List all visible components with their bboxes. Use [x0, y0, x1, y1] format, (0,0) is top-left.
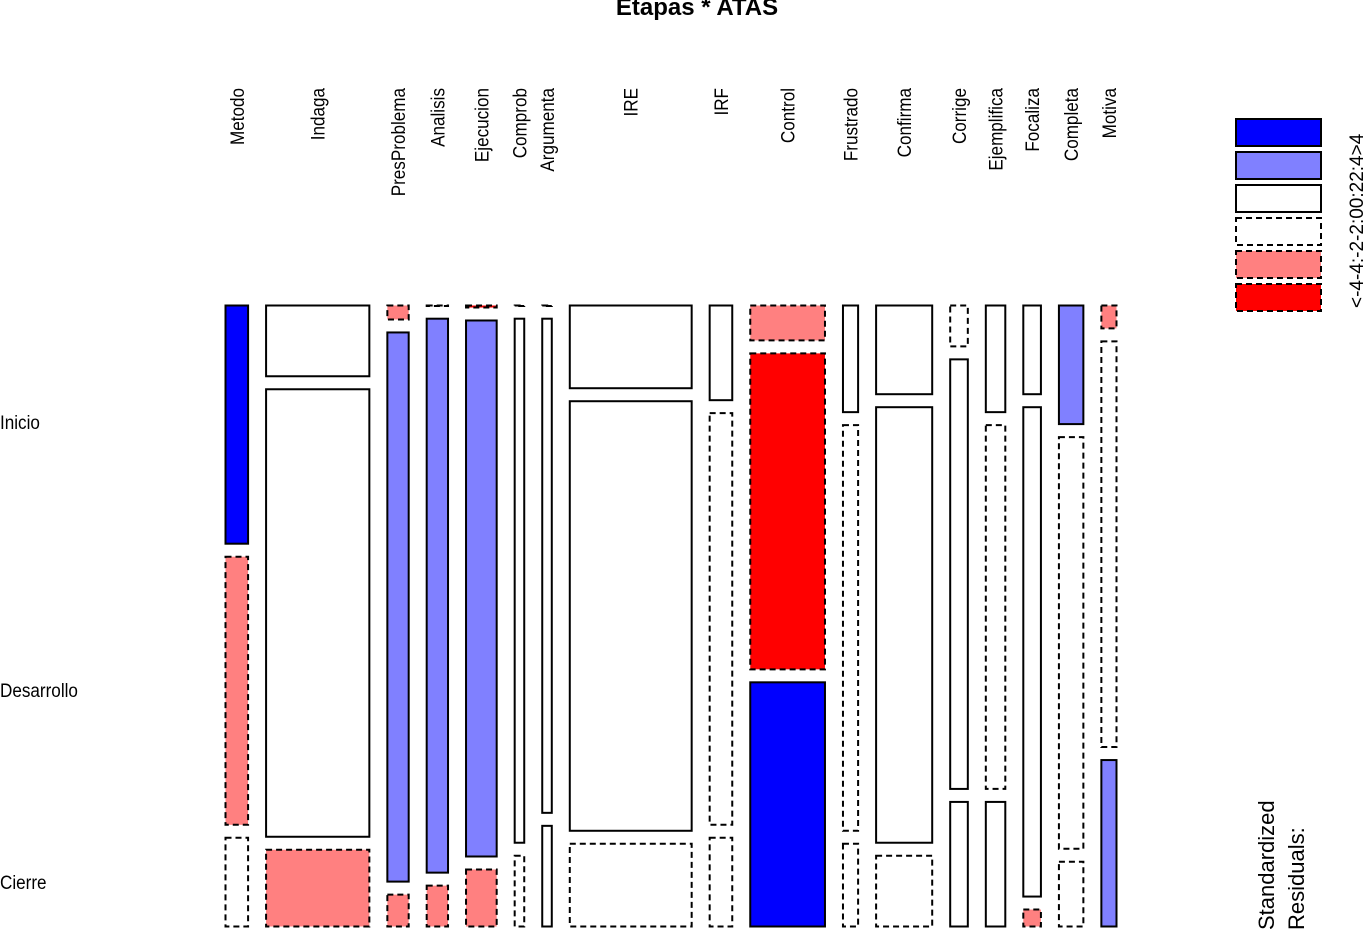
cell-indaga-inicio [265, 304, 371, 378]
cell-frustrado-inicio [841, 304, 860, 414]
column-label-confirma: Confirma [894, 87, 915, 157]
row-label-desarrollo: Desarrollo [0, 681, 78, 702]
legend-swatch-2 [1235, 184, 1322, 213]
cell-metodo-cierre [224, 836, 250, 928]
cell-corrige-inicio [949, 304, 969, 348]
column-label-metodo: Metodo [227, 88, 248, 145]
cell-control-cierre [749, 681, 826, 928]
cell-analisis-desarrollo [425, 317, 450, 874]
column-label-corrige: Corrige [949, 88, 970, 144]
legend-labels: <-4-4:-2-2:00:22:4>4 [1347, 133, 1368, 308]
cell-motiva-cierre [1100, 759, 1118, 928]
cell-presproblema-cierre [386, 893, 410, 928]
column-label-ejecucion: Ejecucion [472, 88, 493, 162]
cell-completa-desarrollo [1057, 436, 1085, 850]
legend-title-line-1: Standardized [1254, 800, 1279, 930]
column-label-presproblema: PresProblema [388, 87, 409, 196]
cell-indaga-cierre [265, 848, 371, 928]
row-label-cierre: Cierre [0, 873, 47, 894]
cell-corrige-cierre [949, 800, 969, 928]
column-label-indaga: Indaga [308, 87, 329, 140]
cell-argumenta-desarrollo [541, 317, 553, 814]
cell-irf-desarrollo [708, 412, 734, 826]
cell-completa-inicio [1057, 304, 1085, 426]
cell-frustrado-cierre [841, 842, 860, 928]
legend-swatch-1 [1235, 151, 1322, 180]
cell-comprob-cierre [513, 854, 526, 928]
cell-analisis-cierre [425, 884, 450, 928]
cell-confirma-desarrollo [875, 406, 934, 844]
legend-title-line-2: Residuals: [1284, 827, 1309, 930]
cell-ejemplifica-desarrollo [984, 424, 1007, 790]
column-label-analisis: Analisis [428, 88, 449, 147]
row-label-inicio: Inicio [0, 413, 40, 434]
cell-presproblema-desarrollo [386, 331, 410, 883]
cell-control-inicio [749, 304, 826, 342]
legend-title: Standardized Residuals: [1252, 800, 1312, 930]
cell-ejemplifica-inicio [984, 304, 1007, 414]
column-label-control: Control [778, 88, 799, 143]
cell-confirma-cierre [875, 854, 934, 928]
cell-focaliza-inicio [1022, 304, 1042, 396]
cell-irf-inicio [708, 304, 734, 402]
column-label-frustrado: Frustrado [841, 88, 862, 161]
cell-presproblema-inicio [386, 304, 410, 321]
cell-ire-cierre [568, 842, 693, 928]
legend-swatch-4 [1235, 250, 1322, 279]
column-label-irf: IRF [711, 88, 732, 116]
cell-confirma-inicio [875, 304, 934, 396]
legend-swatch-3 [1235, 217, 1322, 246]
column-label-completa: Completa [1061, 87, 1082, 161]
cell-metodo-desarrollo [224, 555, 250, 826]
column-label-ejemplifica: Ejemplifica [986, 87, 1007, 171]
cell-argumenta-cierre [541, 824, 553, 928]
cell-motiva-desarrollo [1100, 340, 1118, 749]
cell-focaliza-cierre [1022, 908, 1042, 928]
cell-analisis-inicio [425, 304, 450, 307]
cell-ire-inicio [568, 304, 693, 390]
cell-corrige-desarrollo [949, 358, 969, 790]
cell-ejecucion-cierre [465, 868, 498, 928]
cell-ejemplifica-cierre [984, 800, 1007, 928]
cell-motiva-inicio [1100, 304, 1118, 330]
column-label-focaliza: Focaliza [1022, 87, 1043, 152]
cell-indaga-desarrollo [265, 388, 371, 838]
cell-irf-cierre [708, 836, 734, 928]
cell-control-desarrollo [749, 352, 826, 671]
cell-completa-cierre [1057, 860, 1085, 928]
cell-metodo-inicio [224, 304, 250, 545]
column-label-motiva: Motiva [1099, 87, 1120, 138]
column-label-ire: IRE [621, 88, 642, 117]
cell-focaliza-desarrollo [1022, 406, 1042, 898]
legend-swatch-5 [1235, 283, 1322, 312]
legend-swatch-0 [1235, 118, 1322, 147]
cell-ejecucion-inicio [465, 304, 498, 309]
column-label-argumenta: Argumenta [537, 87, 558, 171]
cell-comprob-inicio [513, 304, 526, 307]
cell-argumenta-inicio [541, 304, 553, 307]
cell-frustrado-desarrollo [841, 424, 860, 832]
chart-title: Etapas * ATAS [615, 0, 779, 21]
column-label-comprob: Comprob [510, 88, 531, 158]
cell-ire-desarrollo [568, 400, 693, 832]
cell-ejecucion-desarrollo [465, 319, 498, 858]
cell-comprob-desarrollo [513, 317, 526, 844]
